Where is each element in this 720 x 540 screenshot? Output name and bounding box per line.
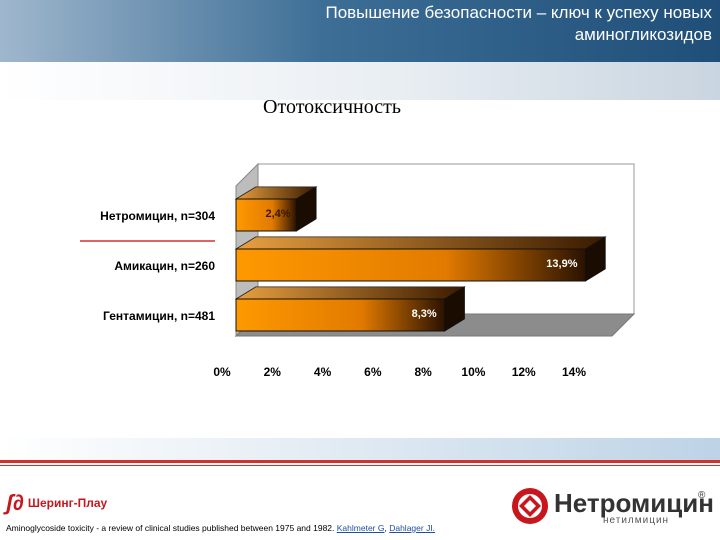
bottom-gradient-bar [0,438,720,460]
x-tick-label-8: 14% [562,365,586,379]
bottom-red-line [0,460,720,463]
netromycin-logo: Нетромицин ® нетилмицин [508,486,714,530]
chart-floor-spacer [236,336,612,358]
header-title-line1: Повышение безопасности – ключ к успеху н… [325,3,712,22]
schering-plough-logo: ʃ∂ Шеринг-Плау [6,492,107,514]
slide-title: Ототоксичность [263,96,401,118]
x-tick-label-7: 12% [512,365,536,379]
bar-3 [235,298,446,332]
citation-separator: , [384,523,390,533]
bar-top-2 [234,236,607,250]
category-label-3: Гентамицин, n=481 [103,309,215,323]
netromycin-registered-mark: ® [698,490,706,501]
bar-top-3 [234,286,466,300]
ototoxicity-chart: 2,4% Нетромицин, n=304 13,9% Амикацин, n=26… [80,162,636,379]
citation-text: Aminoglycoside toxicity - a review of cl… [6,523,335,533]
x-tick-label-5: 8% [414,365,432,379]
x-tick-label-2: 2% [264,365,282,379]
header-banner: Повышение безопасности – ключ к успеху н… [0,0,720,62]
header-stripe [0,62,720,100]
bar-2 [235,248,586,282]
x-tick-label-6: 10% [461,365,485,379]
bar-1 [235,198,297,232]
schering-plough-name: Шеринг-Плау [27,496,108,510]
category-label-1: Нетромицин, n=304 [100,209,215,223]
citation: Aminoglycoside toxicity - a review of cl… [6,523,435,533]
citation-author-link-2[interactable]: Dahlager JI. [389,523,436,533]
category-label-2: Амикацин, n=260 [114,259,215,273]
bar-data-label-1: 2,4% [265,208,290,220]
netromycin-emblem-icon [512,488,548,524]
slide-header-title: Повышение безопасности – ключ к успеху н… [152,2,712,46]
bottom-red-thin-line [0,465,720,466]
bar-data-label-2: 13,9% [546,258,577,270]
x-tick-label-1: 0% [213,365,231,379]
bar-data-label-3: 8,3% [412,308,437,320]
schering-plough-mark-icon: ʃ∂ [6,490,24,515]
x-tick-label-4: 6% [364,365,382,379]
netromycin-subtitle: нетилмицин [603,515,670,526]
x-tick-label-3: 4% [314,365,332,379]
header-title-line2: аминогликозидов [574,25,712,44]
netromycin-brand: Нетромицин [554,488,714,518]
citation-author-link-1[interactable]: Kahlmeter G [336,523,385,533]
